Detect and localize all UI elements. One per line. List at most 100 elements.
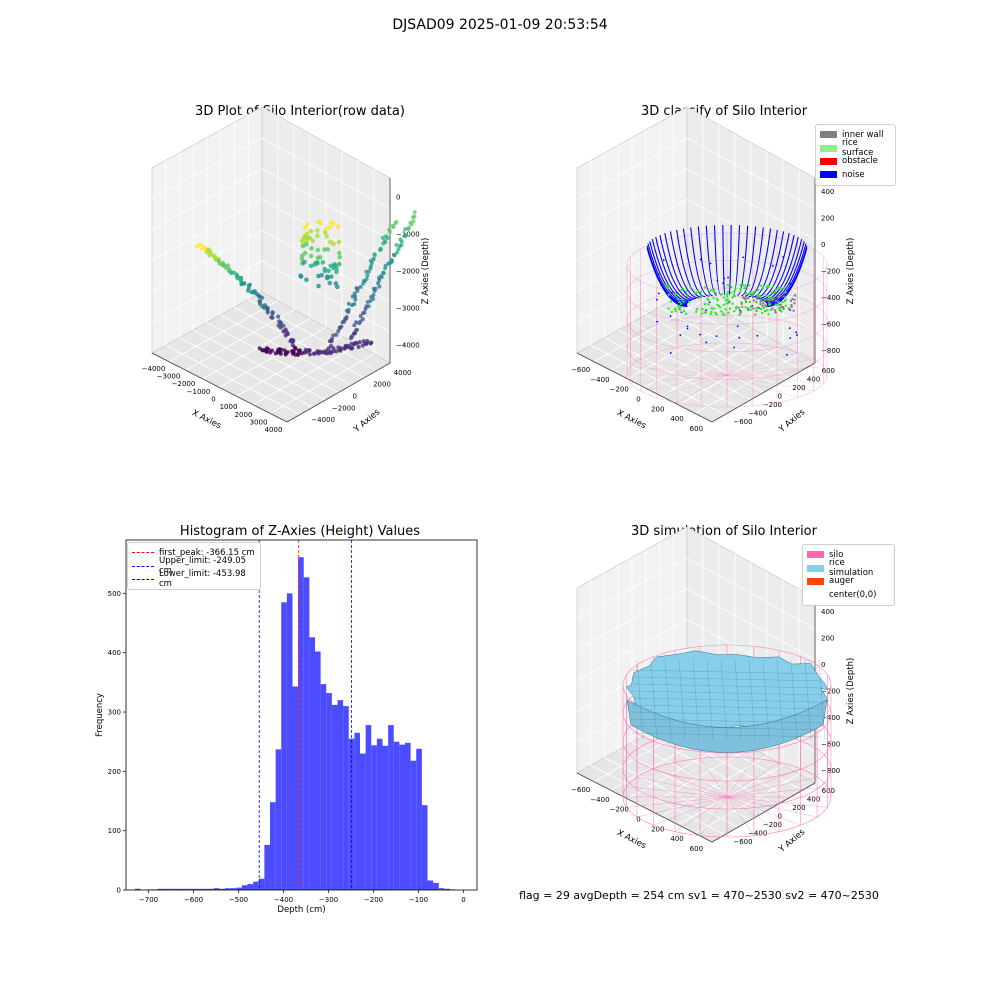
plot2-legend: inner wall rice surface obstacle noise [815, 124, 896, 186]
rice-surface-point [781, 300, 784, 304]
inner-wall-point [762, 302, 765, 305]
legend-center: center(0,0) [829, 589, 877, 600]
histogram-bar [438, 888, 445, 890]
mesh-line [692, 659, 700, 741]
histogram-bar [264, 844, 270, 890]
inner-wall-point [756, 296, 759, 299]
rice-surface-point [779, 287, 782, 290]
rice-surface-point [767, 295, 770, 298]
z-tick-label: −2000 [396, 268, 420, 276]
rice-surface-point [759, 284, 763, 287]
histogram-bar [315, 651, 321, 890]
scatter-point [308, 228, 314, 234]
inner-wall-point [759, 300, 762, 303]
z-tick-label: −800 [821, 347, 840, 355]
floor-grid-line [618, 749, 751, 821]
inner-wall-point [747, 297, 750, 300]
silo-wire [700, 343, 728, 376]
rice-surface-point [727, 301, 730, 305]
legend-obstacle: obstacle [842, 156, 878, 167]
z-tick-label: 200 [821, 635, 834, 643]
noise-point [669, 352, 672, 354]
rice-surface-point [761, 311, 764, 315]
scatter-point [373, 286, 378, 291]
rice-surface-point [721, 312, 725, 316]
legend-lower-limit: Lower_limit: -453.98 cm [159, 569, 246, 590]
plot4-legend: silo rice simulation auger center(0,0) [802, 544, 895, 606]
silo-wire [656, 374, 728, 398]
y-tick-label: −400 [748, 829, 767, 837]
height-grid-line [576, 137, 816, 210]
x-tick-label: 3000 [250, 419, 268, 427]
x-axis-label: X Axies [190, 408, 223, 431]
rice-surface-point [679, 302, 683, 306]
silo-wire [726, 374, 778, 403]
noise-strand [669, 231, 699, 299]
rice-surface-point [709, 312, 712, 316]
scatter-point [412, 210, 417, 215]
noise-point [788, 282, 791, 285]
scatter-point [364, 277, 369, 282]
noise-strand [766, 243, 807, 304]
z-tick-label: 0 [821, 661, 825, 669]
inner-wall-point [777, 300, 780, 303]
floor-grid-line [193, 329, 326, 401]
noise-point [657, 273, 660, 276]
y-tick-label: −200 [763, 401, 782, 409]
silo-wire [726, 374, 824, 384]
floor-grid-line [590, 764, 726, 836]
scatter-point [378, 247, 383, 252]
inner-wall-point [767, 298, 770, 302]
scatter-point [395, 250, 400, 255]
inner-wall-point [790, 303, 793, 307]
rice-surface-point [748, 292, 751, 295]
rice-surface-point [712, 307, 715, 310]
scatter-point [353, 294, 358, 299]
rice-surface-point [724, 308, 727, 311]
plot1-3d-scatter: −4000−3000−2000−100001000200030004000−40… [142, 106, 431, 435]
x-tick-label: 600 [690, 425, 703, 433]
rice-surface-point [709, 289, 712, 292]
floor-grid-line [604, 337, 738, 408]
x-axis-label: X Axies [615, 408, 648, 431]
rice-simulation-side [626, 699, 828, 753]
histogram-bar [348, 738, 355, 890]
y-tick-label: 200 [792, 384, 805, 392]
rice-surface-point [700, 295, 703, 298]
rice-surface-point [701, 308, 704, 311]
y-tick-label: 100 [108, 827, 121, 835]
mesh-line [631, 711, 823, 717]
silo-swatch [807, 551, 824, 559]
scatter-point [300, 253, 305, 258]
y-tick-label: 300 [108, 709, 121, 717]
rice-surface-point [729, 291, 733, 294]
silo-wire [626, 786, 728, 798]
legend-auger: auger [829, 576, 854, 587]
rice-surface-point [767, 303, 771, 306]
rice-surface-point [696, 289, 700, 293]
mesh-line [631, 697, 823, 703]
noise-strand [647, 243, 688, 304]
histogram-bar [354, 732, 360, 890]
scatter-point [360, 317, 365, 322]
noise-point [789, 337, 792, 340]
scatter-point [304, 277, 309, 283]
scatter-point [331, 221, 336, 226]
mesh-line [650, 659, 658, 741]
floor-grid-line [206, 322, 339, 393]
inner-wall-point [773, 309, 777, 312]
rice-surface-point [666, 286, 670, 290]
floor-grid-line [248, 299, 378, 371]
rice-surface-point [726, 283, 730, 287]
z-axis-label: Z Axies (Depth) [421, 238, 431, 305]
noise-strand [697, 226, 713, 297]
silo-wire [630, 374, 728, 384]
upper-limit-line-swatch [132, 565, 154, 567]
x-tick-label: −400 [274, 896, 293, 904]
scatter-point [353, 297, 358, 302]
z-tick-label: 0 [821, 241, 825, 249]
scatter-point [278, 351, 283, 356]
scatter-point [327, 225, 333, 231]
inner-wall-point [737, 306, 740, 310]
scatter-point [368, 299, 373, 304]
